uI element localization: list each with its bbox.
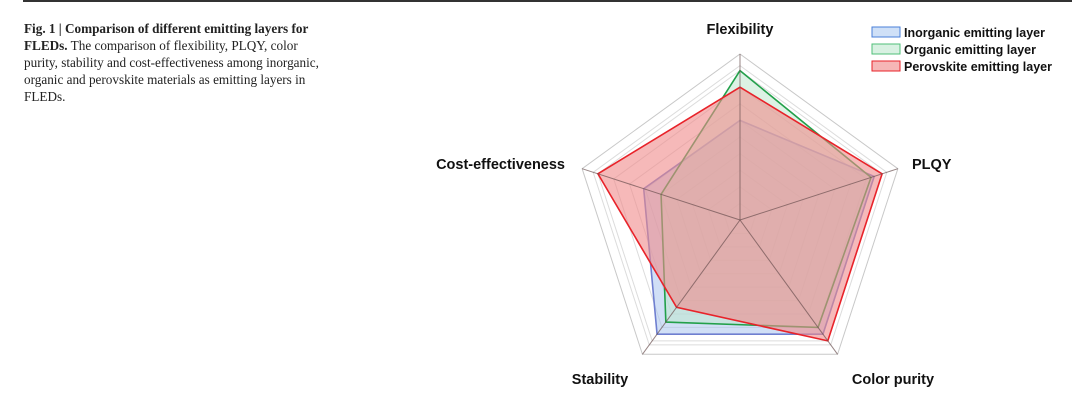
- legend-swatch-organic: [871, 43, 901, 55]
- axis-label-plqy: PLQY: [912, 157, 952, 173]
- legend-label-organic: Organic emitting layer: [904, 43, 1036, 57]
- legend-swatch-inorganic: [871, 26, 901, 38]
- radar-axes: [581, 54, 899, 355]
- axis-label-color-purity: Color purity: [852, 372, 934, 388]
- caption-bold: Fig. 1 | Comparison of different emittin…: [24, 21, 309, 53]
- legend-label-inorganic: Inorganic emitting layer: [904, 26, 1045, 40]
- axis-label-flexibility: Flexibility: [707, 22, 774, 38]
- axis-label-stability: Stability: [572, 372, 628, 388]
- caption-text: The comparison of flexibility, PLQY, col…: [24, 38, 319, 104]
- grid-ring: [581, 53, 899, 355]
- axis-spoke-plqy: [739, 168, 899, 221]
- axis-spoke-color-purity: [739, 219, 838, 355]
- axis-spoke-stability: [642, 219, 741, 355]
- axis-spoke-cost-effectiveness: [581, 168, 741, 221]
- legend-label-perovskite: Perovskite emitting layer: [904, 60, 1052, 74]
- grid-ring: [597, 69, 883, 342]
- figure-caption: Fig. 1 | Comparison of different emittin…: [24, 20, 324, 105]
- grid-ring: [592, 65, 888, 346]
- legend-swatch-perovskite: [871, 60, 901, 72]
- legend: Inorganic emitting layer Organic emittin…: [871, 26, 1052, 74]
- top-rule: [23, 0, 1072, 2]
- axis-label-cost-effectiveness: Cost-effectiveness: [436, 157, 565, 173]
